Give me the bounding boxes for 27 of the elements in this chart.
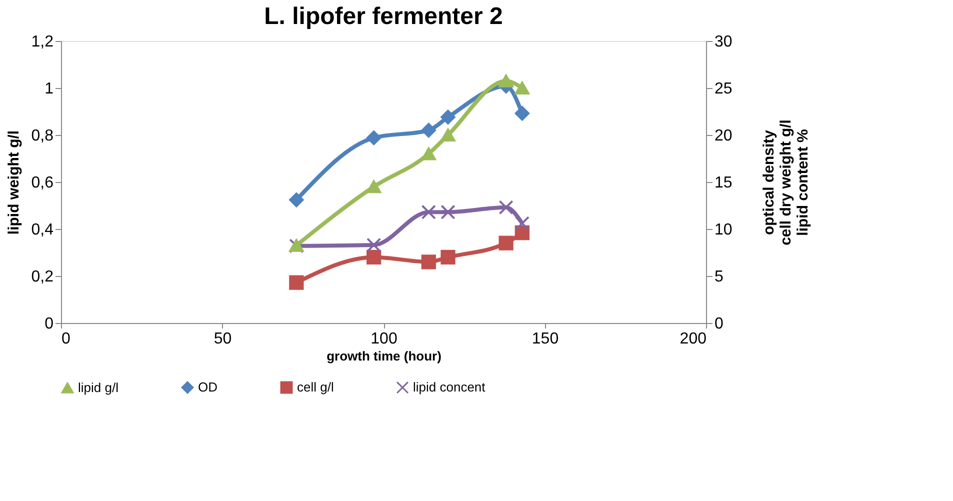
y2-tick-label: 5 xyxy=(714,268,724,286)
y-tick-label: 0,2 xyxy=(31,268,54,286)
x-axis-title: growth time (hour) xyxy=(326,348,442,364)
y-tick-label: 0,6 xyxy=(31,174,54,192)
legend-label: cell g/l xyxy=(297,380,334,395)
x-tick-label: 100 xyxy=(370,330,398,348)
y-tick-label: 0 xyxy=(44,316,54,332)
y2-tick-label: 30 xyxy=(714,34,732,50)
x-tick-label: 0 xyxy=(62,330,70,348)
x-tick-label: 150 xyxy=(532,330,559,348)
y-tick-label: 1 xyxy=(44,80,54,98)
x-tick-label: 50 xyxy=(214,330,232,348)
legend-label: OD xyxy=(198,380,218,395)
y-tick-label: 1,2 xyxy=(31,34,54,50)
y2-tick-label: 10 xyxy=(714,222,732,238)
y2-tick-label: 25 xyxy=(714,80,732,98)
y2-axis-title: optical density cell dry weight g/l lipid content % xyxy=(760,120,812,246)
y-tick-label: 0,4 xyxy=(31,222,54,238)
legend-label: lipid concent xyxy=(413,380,486,395)
y2-tick-label: 20 xyxy=(714,128,732,144)
y-axis-title: lipid weight g/l xyxy=(5,130,22,235)
chart-title: L. lipofer fermenter 2 xyxy=(264,3,503,30)
legend-label: lipid g/l xyxy=(78,380,119,395)
y2-tick-label: 15 xyxy=(714,174,732,192)
x-tick-label: 200 xyxy=(680,330,707,348)
y-tick-label: 0,8 xyxy=(31,128,54,144)
y2-tick-label: 0 xyxy=(714,316,724,332)
